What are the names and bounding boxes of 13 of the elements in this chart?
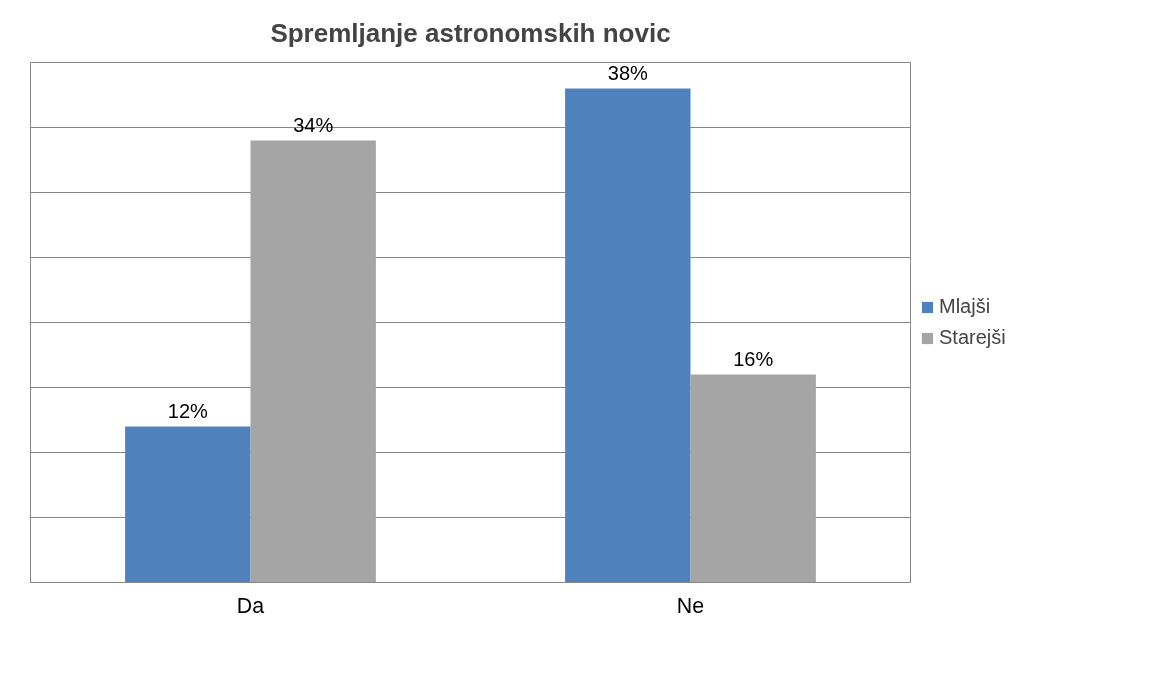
bar <box>125 426 251 583</box>
data-label: 16% <box>733 347 774 370</box>
bar <box>250 140 376 583</box>
legend-label: Starejši <box>939 326 1006 349</box>
data-label: 34% <box>293 113 334 136</box>
chart-title: Spremljanje astronomskih novic <box>270 17 671 48</box>
data-label: 38% <box>607 61 649 84</box>
legend-label: Mlajši <box>939 295 991 318</box>
data-label: 12% <box>167 399 209 422</box>
bar <box>690 374 816 583</box>
bar <box>565 88 691 583</box>
x-tick-label: Ne <box>676 593 705 618</box>
x-tick-label: Da <box>236 593 265 618</box>
